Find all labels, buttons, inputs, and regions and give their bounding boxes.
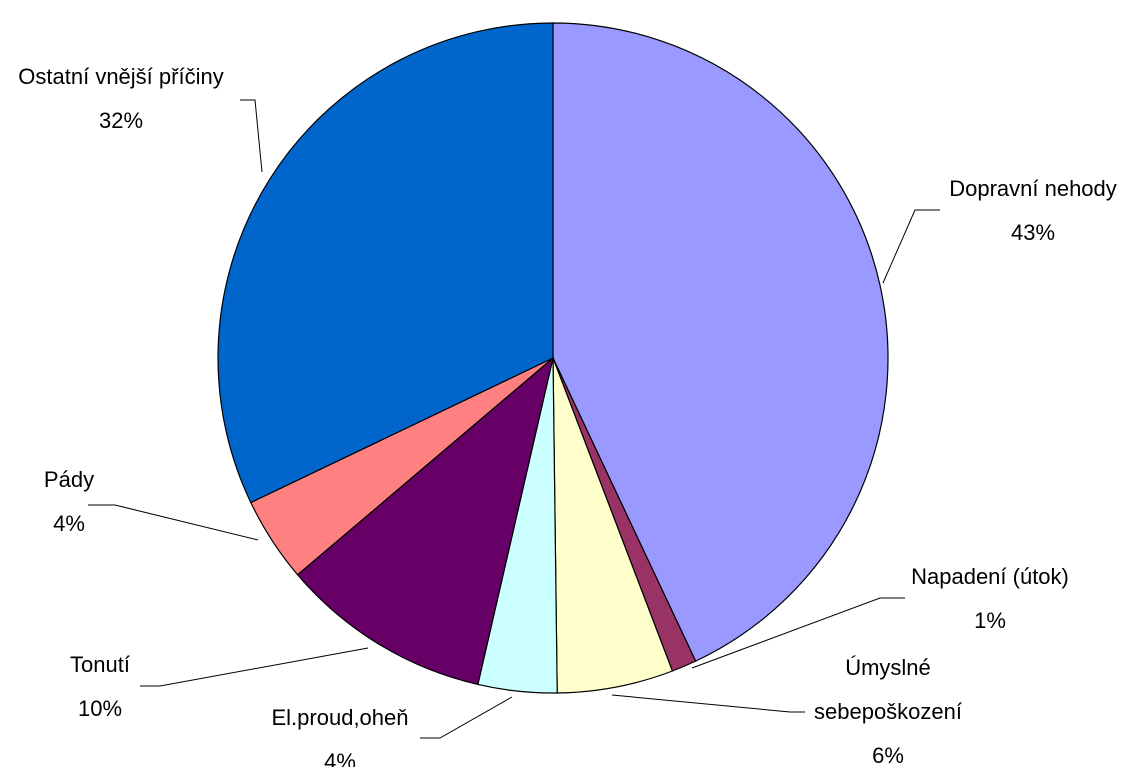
leader-line-el-proud-ohen — [420, 696, 513, 739]
data-label-ostatni-vnejsi-priciny: Ostatní vnější příčiny 32% — [18, 64, 223, 133]
pie-slices — [217, 22, 889, 694]
pie-slice-tonuti — [296, 356, 554, 686]
data-label-umyslne-sebeposkozeni: Úmyslné sebepoškození 6% — [814, 655, 962, 767]
leader-line-tonuti — [140, 647, 369, 687]
leader-line-napadeni-utok — [691, 597, 905, 669]
pie-slice-ostatni-vnejsi-priciny — [217, 22, 554, 504]
leader-line-dopravni-nehody — [882, 209, 940, 284]
data-label-el-proud-ohen: El.proud,oheň 4% — [272, 705, 409, 767]
data-label-dopravni-nehody: Dopravní nehody 43% — [949, 176, 1117, 245]
data-label-tonuti: Tonutí 10% — [70, 652, 130, 721]
data-label-pady: Pády 4% — [44, 467, 94, 536]
leader-line-umyslne-sebeposkozeni — [611, 694, 805, 713]
pie-slice-dopravni-nehody — [552, 22, 889, 662]
leader-line-pady — [88, 504, 259, 541]
data-label-napadeni-utok: Napadení (útok) 1% — [911, 564, 1069, 633]
leader-line-ostatni-vnejsi-priciny — [240, 99, 263, 173]
leader-lines — [88, 99, 940, 739]
slice-labels: Dopravní nehody 43% Napadení (útok) 1% Úmysl… — [18, 64, 1116, 767]
